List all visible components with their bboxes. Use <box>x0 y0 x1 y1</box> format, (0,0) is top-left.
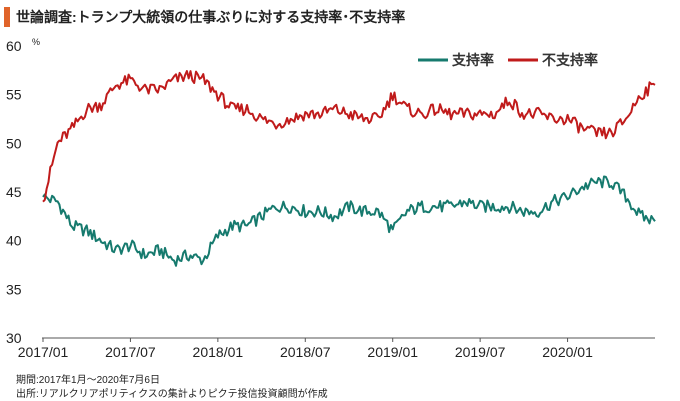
x-tick-label: 2018/07 <box>280 344 331 360</box>
x-tick-label: 2017/07 <box>105 344 156 360</box>
series-line-2 <box>42 70 656 203</box>
y-tick-label: 45 <box>6 184 22 200</box>
x-tick-label: 2018/01 <box>193 344 244 360</box>
y-tick-label: 40 <box>6 233 22 249</box>
legend: 支持率 不支持率 <box>418 52 598 68</box>
series-line-1 <box>42 175 656 267</box>
x-tick-label: 2020/01 <box>542 344 593 360</box>
period-note: 期間:2017年1月～2020年7月6日 <box>16 375 160 386</box>
y-tick-label: 35 <box>6 281 22 297</box>
y-tick-label: 30 <box>6 330 22 346</box>
x-axis: 2017/01 2017/07 2018/01 2018/07 2019/01 2019/… <box>18 337 655 360</box>
y-axis: 30 35 40 45 50 55 60% <box>6 37 40 346</box>
title-accent-bar <box>4 7 10 27</box>
y-tick-label: 55 <box>6 87 22 103</box>
series-group <box>42 70 656 267</box>
y-unit-label: % <box>32 37 40 47</box>
legend-label: 不支持率 <box>542 52 598 68</box>
x-tick-label: 2019/01 <box>367 344 418 360</box>
x-tick-label: 2017/01 <box>18 344 69 360</box>
y-tick-label: 60 <box>6 38 22 54</box>
x-tick-label: 2019/07 <box>455 344 506 360</box>
source-note: 出所:リアルクリアポリティクスの集計よりピクテ投信投資顧問が作成 <box>16 389 328 400</box>
y-tick-label: 50 <box>6 135 22 151</box>
chart-title: 世論調査:トランプ大統領の仕事ぶりに対する支持率･不支持率 <box>16 9 406 25</box>
legend-label: 支持率 <box>451 52 494 68</box>
